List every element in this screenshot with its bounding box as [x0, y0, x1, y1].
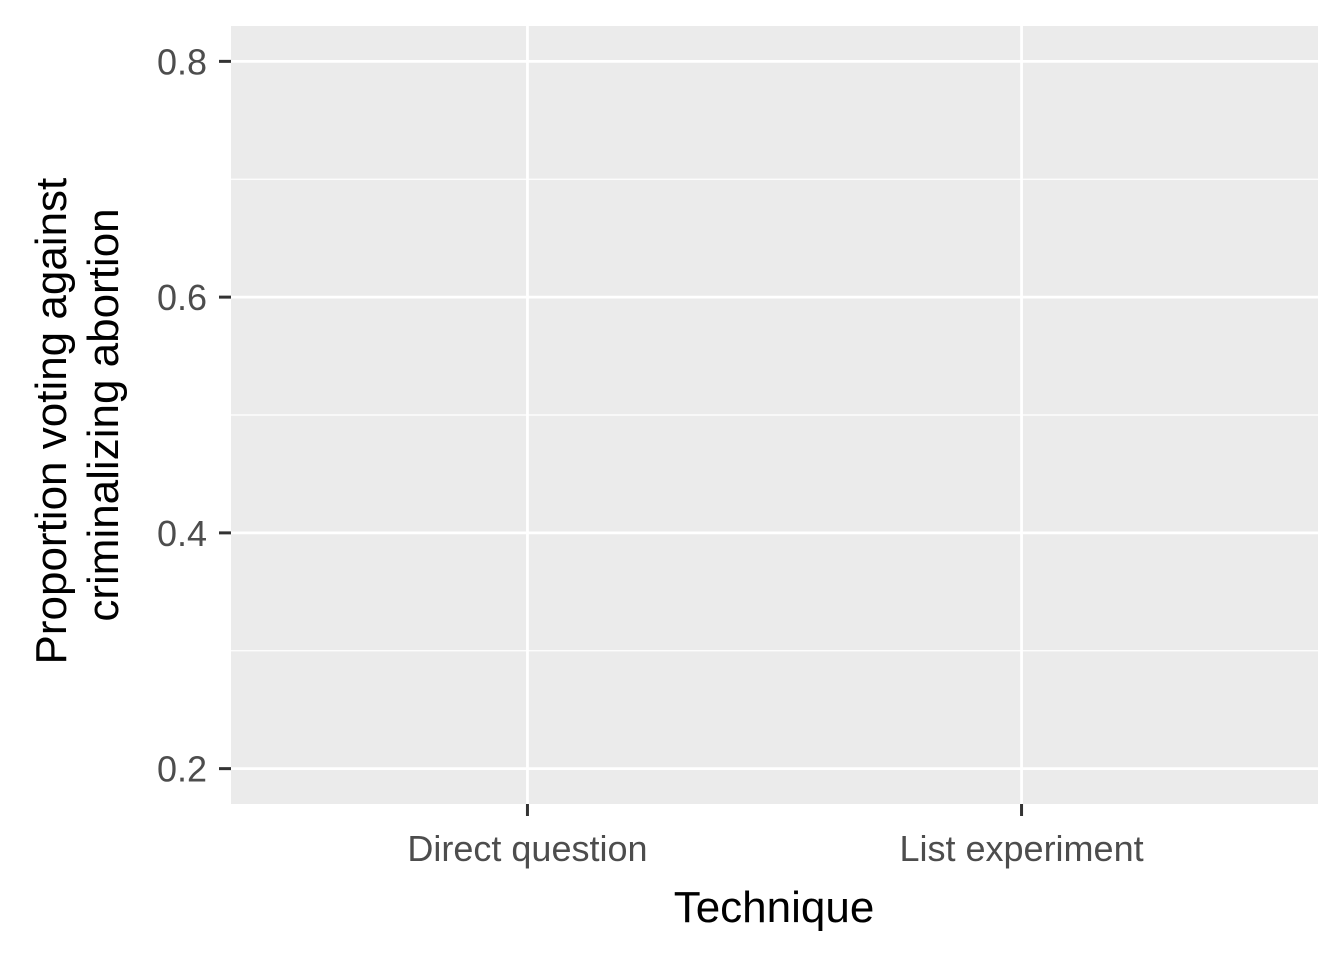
- y-axis-title: Proportion voting against criminalizing …: [27, 166, 128, 665]
- y-tick-label: 0.4: [157, 513, 207, 554]
- major-gridlines: [231, 26, 1318, 804]
- x-axis-ticks: Direct question List experiment: [407, 804, 1144, 869]
- y-tick-label: 0.2: [157, 749, 207, 790]
- y-tick-label: 0.6: [157, 277, 207, 318]
- y-axis-title-line-1: Proportion voting against: [27, 178, 76, 665]
- y-tick-label: 0.8: [157, 41, 207, 82]
- x-tick-label: Direct question: [407, 828, 647, 869]
- x-axis-title: Technique: [674, 883, 875, 932]
- y-axis-ticks: 0.2 0.4 0.6 0.8: [157, 41, 231, 790]
- y-axis-title-line-2: criminalizing abortion: [79, 208, 128, 621]
- x-tick-label: List experiment: [899, 828, 1143, 869]
- minor-gridlines: [231, 178, 1318, 652]
